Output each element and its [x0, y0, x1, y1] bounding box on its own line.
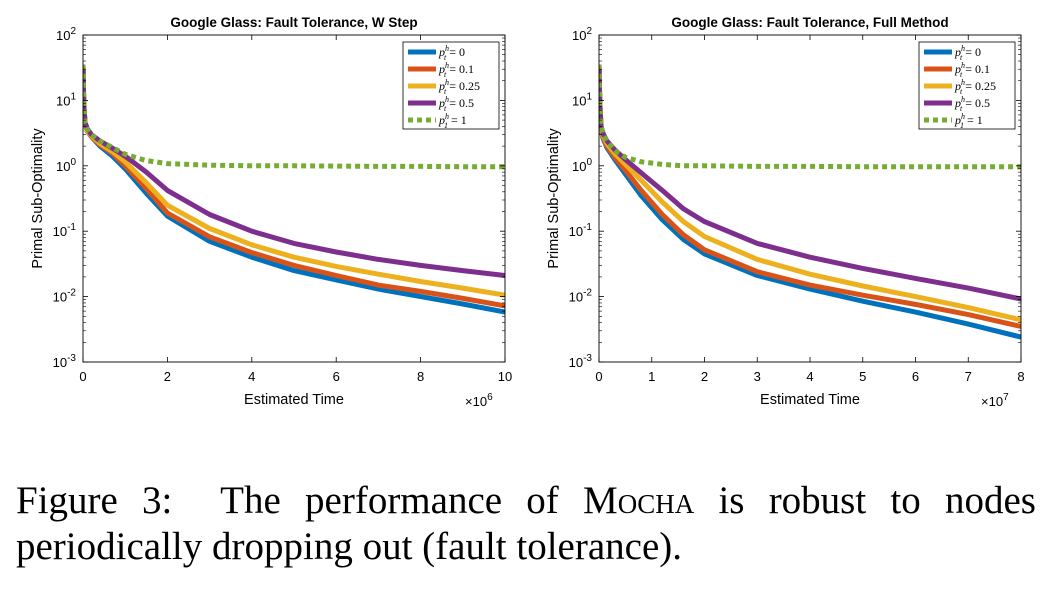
x-tick-label: 6	[333, 369, 340, 384]
x-tick-label: 2	[701, 369, 708, 384]
x-axis-multiplier: ×106	[465, 392, 493, 409]
series-line-5	[599, 64, 1021, 170]
chart-title: Google Glass: Fault Tolerance, W Step	[170, 15, 417, 30]
chart-panel-2: Google Glass: Fault Tolerance, Full Meth…	[546, 15, 1025, 409]
caption-method: Mocha	[583, 479, 695, 522]
series-line-5	[83, 64, 505, 170]
plot-box	[82, 34, 506, 363]
y-tick-label: 100	[56, 157, 76, 174]
y-tick-label: 10-3	[569, 353, 593, 370]
x-tick-label: 4	[806, 369, 813, 384]
x-tick-label: 3	[754, 369, 761, 384]
y-axis-label: Primal Sub-Optimality	[546, 128, 562, 269]
y-tick-label: 10-1	[53, 222, 77, 239]
x-axis-label: Estimated Time	[244, 392, 344, 408]
x-tick-label: 7	[965, 369, 972, 384]
figure-canvas: Google Glass: Fault Tolerance, W Step 0 2 4…	[30, 15, 1025, 409]
legend-label-4: ph t = 0.5	[954, 95, 990, 113]
x-tick-label: 10	[498, 369, 512, 384]
legend-label-2: ph t = 0.1	[438, 61, 474, 79]
x-tick-label: 4	[248, 369, 255, 384]
legend-label-1: ph t = 0	[954, 44, 981, 62]
y-tick-label: 10-3	[53, 353, 77, 370]
legend-label-5: ph 1 = 1	[438, 112, 467, 130]
y-tick-label: 102	[572, 26, 592, 43]
y-tick-label: 10-2	[569, 288, 593, 305]
legend-label-2: ph t = 0.1	[954, 61, 990, 79]
caption-text-before: The performance of	[220, 479, 559, 522]
caption-label: Figure 3:	[16, 479, 173, 522]
x-tick-label: 6	[912, 369, 919, 384]
legend-label-5: ph 1 = 1	[954, 112, 983, 130]
x-tick-label: 0	[79, 369, 86, 384]
x-tick-label: 1	[648, 369, 655, 384]
figure-caption: Figure 3: The performance of Mocha is ro…	[16, 478, 1036, 570]
legend-label-3: ph t = 0.25	[438, 78, 480, 96]
x-tick-label: 5	[859, 369, 866, 384]
caption-text-after: is robust to nodes periodically dropping…	[16, 479, 1036, 568]
chart-panel-1: Google Glass: Fault Tolerance, W Step 0 2 4…	[30, 15, 512, 409]
y-tick-label: 10-1	[569, 222, 593, 239]
legend-label-3: ph t = 0.25	[954, 78, 996, 96]
x-tick-label: 8	[1017, 369, 1024, 384]
legend-label-1: ph t = 0	[438, 44, 465, 62]
y-tick-label: 100	[572, 157, 592, 174]
x-axis-multiplier: ×107	[981, 392, 1009, 409]
legend-label-4: ph t = 0.5	[438, 95, 474, 113]
y-tick-label: 102	[56, 26, 76, 43]
chart-title: Google Glass: Fault Tolerance, Full Meth…	[671, 15, 948, 30]
x-tick-label: 8	[417, 369, 424, 384]
y-axis-label: Primal Sub-Optimality	[30, 128, 46, 269]
x-tick-label: 2	[164, 369, 171, 384]
x-axis-label: Estimated Time	[760, 392, 860, 408]
y-tick-label: 101	[572, 91, 592, 108]
x-tick-label: 0	[595, 369, 602, 384]
y-tick-label: 10-2	[53, 288, 77, 305]
y-tick-label: 101	[56, 91, 76, 108]
